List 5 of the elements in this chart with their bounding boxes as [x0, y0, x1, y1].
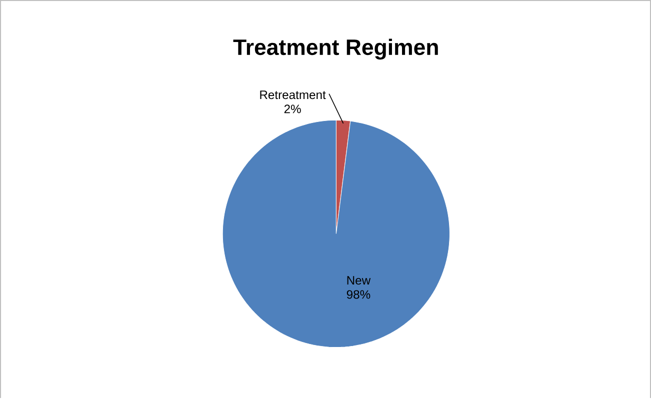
slice-label: Retreatment	[260, 90, 326, 100]
slice-label: New	[347, 276, 371, 285]
data-label: 98%	[346, 290, 370, 300]
chart-title: Treatment Regimen	[233, 39, 438, 60]
data-label: 2%	[284, 104, 301, 114]
